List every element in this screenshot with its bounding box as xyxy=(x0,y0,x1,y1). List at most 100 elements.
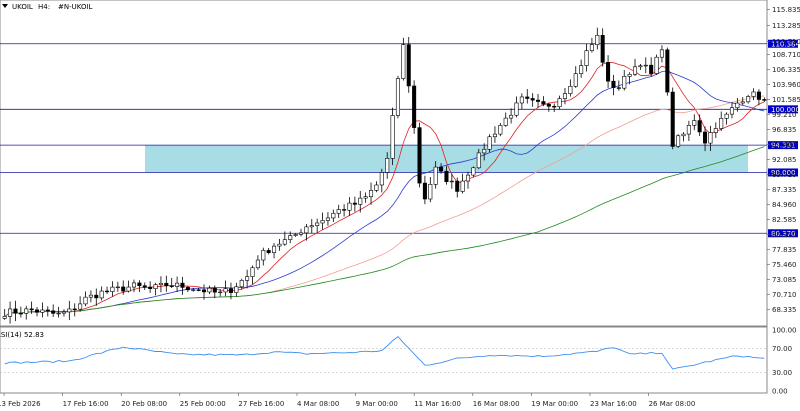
candle xyxy=(342,204,347,217)
candle xyxy=(218,289,223,297)
candle xyxy=(627,72,632,85)
candle xyxy=(8,301,13,324)
level-label: 110.384 xyxy=(771,40,800,48)
time-tick-label: 26 Mar 08:00 xyxy=(649,400,696,408)
time-tick-label: 4 Mar 08:00 xyxy=(297,400,339,408)
candle xyxy=(110,281,115,297)
timeframe-label: H4: xyxy=(38,3,50,11)
candle xyxy=(78,296,83,312)
candle xyxy=(654,54,659,76)
symbol-label: UKOIL xyxy=(12,3,33,11)
candle xyxy=(196,287,201,292)
candle xyxy=(309,219,314,234)
price-tick-label: 101.585 xyxy=(772,96,800,104)
rsi-axis: 100.00 70.00 30.00 0.00 xyxy=(772,327,797,396)
chart-header: UKOIL H4: #N-UKOIL xyxy=(2,3,93,11)
candle xyxy=(34,306,40,317)
rsi-tick-label: 30.00 xyxy=(772,369,792,377)
rsi-tick-label: 100.00 xyxy=(772,327,797,335)
time-axis: 13 Feb 2026 17 Feb 16:00 20 Feb 08:00 25 Fe… xyxy=(0,393,695,408)
candle xyxy=(600,28,605,67)
rsi-tick-label: 70.00 xyxy=(772,345,792,353)
candle xyxy=(18,306,23,318)
main-panel-frame xyxy=(0,0,768,327)
dropdown-triangle-icon[interactable] xyxy=(2,4,8,8)
candle xyxy=(315,218,320,233)
time-tick-label: 16 Mar 08:00 xyxy=(473,400,520,408)
candle xyxy=(298,228,304,237)
candle xyxy=(428,177,433,203)
candle xyxy=(99,286,104,301)
candle xyxy=(751,88,756,101)
candle xyxy=(148,281,153,293)
candle xyxy=(121,280,126,295)
candle xyxy=(659,45,664,63)
candle xyxy=(379,168,384,193)
candle xyxy=(153,282,158,296)
price-tick-label: 89.710 xyxy=(772,171,797,179)
candle xyxy=(536,93,541,108)
level-label: 80.370 xyxy=(771,230,796,238)
candle xyxy=(191,287,196,292)
candle xyxy=(541,96,546,107)
time-tick-label: 13 Feb 2026 xyxy=(0,400,41,408)
candle xyxy=(158,276,163,293)
candle xyxy=(422,175,427,205)
candle xyxy=(175,276,180,292)
level-label-bg xyxy=(768,39,798,48)
candle xyxy=(676,134,681,148)
candle xyxy=(202,284,207,300)
candle xyxy=(245,269,250,289)
candle xyxy=(288,231,293,244)
candle xyxy=(390,107,395,166)
candle xyxy=(401,37,406,81)
candle xyxy=(643,57,648,74)
candle xyxy=(250,265,255,285)
candle xyxy=(363,192,368,203)
candle xyxy=(616,80,621,91)
price-tick-label: 103.960 xyxy=(772,81,800,89)
candle xyxy=(729,101,735,119)
candle xyxy=(164,275,169,292)
candle xyxy=(234,282,239,297)
rsi-line xyxy=(0,335,767,374)
price-tick-label: 113.285 xyxy=(772,22,800,30)
candle xyxy=(45,306,50,317)
candle xyxy=(471,166,476,178)
price-tick-label: 80.210 xyxy=(772,231,797,239)
candle xyxy=(439,163,444,174)
candle xyxy=(595,27,600,50)
candle xyxy=(492,126,497,143)
candle xyxy=(708,125,713,152)
candle xyxy=(762,97,767,102)
candle xyxy=(105,286,110,295)
candle xyxy=(756,89,761,106)
candle xyxy=(320,212,325,230)
price-tick-label: 70.710 xyxy=(772,291,797,299)
candle xyxy=(266,247,271,255)
candle xyxy=(142,282,147,291)
candle xyxy=(72,303,77,317)
candle xyxy=(180,276,185,295)
candle xyxy=(622,70,627,91)
candle xyxy=(331,209,336,223)
candle xyxy=(584,43,589,72)
time-tick-label: 17 Feb 16:00 xyxy=(63,400,109,408)
candle xyxy=(395,75,400,119)
candles xyxy=(2,27,767,324)
candle xyxy=(611,74,616,96)
candle xyxy=(697,114,702,136)
price-axis: 115.835 113.285 110.710 108.710 106.335 103.9… xyxy=(767,6,800,314)
time-tick-label: 9 Mar 00:00 xyxy=(356,400,398,408)
price-tick-label: 94.460 xyxy=(772,141,797,149)
candle xyxy=(514,96,519,118)
candle xyxy=(681,132,686,142)
candle xyxy=(638,63,643,70)
candle xyxy=(589,37,594,53)
candle xyxy=(126,280,131,293)
candle xyxy=(746,94,751,104)
candle xyxy=(185,285,190,293)
candle xyxy=(228,282,233,300)
level-label: 94.331 xyxy=(771,142,796,150)
